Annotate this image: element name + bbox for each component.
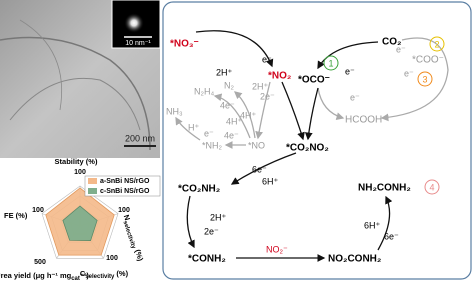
axis-label-tail: (%)	[114, 269, 128, 278]
step: 6e⁻	[384, 231, 399, 241]
legend-swatch	[88, 188, 97, 194]
axis-label-sub: selectivity	[85, 274, 115, 280]
step: e⁻	[396, 44, 406, 54]
scale-label: 200 nm	[125, 133, 155, 143]
legend-label: a-SnBi NS/rGO	[100, 178, 150, 185]
legend-swatch	[88, 178, 97, 184]
axis-max: 100	[32, 207, 44, 214]
species: N₂H₄	[194, 86, 214, 96]
axis-label-text: Urea yield (μg h⁻¹ mg	[0, 271, 72, 280]
step: e⁻	[345, 66, 355, 76]
step: 4H⁺	[226, 116, 243, 126]
axis-label: Cselectivity (%)	[80, 269, 129, 280]
axis-label-text: C	[80, 269, 86, 278]
axis-max: 100	[74, 169, 86, 176]
step: e⁻	[404, 68, 414, 78]
step: e⁻	[262, 54, 272, 64]
species: *OCO⁻	[298, 75, 330, 86]
species: CO₂	[382, 37, 401, 48]
marker: 4	[429, 182, 434, 192]
legend-box	[84, 175, 161, 197]
species: *CONH₂	[188, 254, 226, 265]
scheme: 1 2 3 4 *NO₃⁻ *NO₂ CO₂ *OCO⁻ *COO⁻ HCOOH…	[162, 1, 472, 280]
axis-label-sub: cat	[71, 276, 80, 282]
axis-label-text: N	[122, 214, 132, 222]
species: *NO₂	[268, 71, 291, 82]
species: *CO₂NO₂	[286, 143, 329, 154]
step: 2H⁺	[210, 212, 227, 222]
step: 6H⁺	[364, 220, 381, 230]
axis-label-text: FE (%)	[4, 211, 28, 220]
radar-grid	[41, 185, 119, 259]
species: N₂	[224, 80, 234, 90]
marker: 1	[328, 58, 333, 68]
step: e⁻	[350, 92, 360, 102]
inset-scale: 10 nm⁻¹	[125, 40, 151, 47]
species: *CO₂NH₂	[178, 184, 220, 195]
axis-max: 100	[106, 255, 118, 262]
axis-max: 100	[118, 207, 130, 214]
axis-max: 500	[34, 259, 46, 266]
step: e⁻	[204, 128, 214, 138]
step: 4e⁻	[220, 100, 235, 110]
axis-label-sub: selectivity	[122, 220, 137, 250]
species: *NO	[248, 140, 265, 150]
axis-label: Stability (%)	[55, 157, 98, 166]
species: HCOOH	[345, 115, 382, 126]
legend-label: c-SnBi NS/rGO	[100, 188, 150, 195]
axis-label-text: Stability (%)	[55, 157, 98, 166]
axis-label: Nselectivity (%)	[120, 214, 145, 264]
species: *NH₂	[202, 140, 223, 150]
species: *NO₃⁻	[170, 39, 199, 50]
radar-area	[62, 205, 98, 241]
species: NH₂CONH₂	[358, 183, 411, 194]
species: NH₃	[166, 106, 183, 116]
step: H⁺	[188, 122, 199, 132]
marker: 3	[422, 74, 427, 84]
step: 6e⁻	[252, 164, 267, 174]
axis-label-tail: ⁻¹)	[80, 271, 89, 280]
step: 2e⁻	[204, 226, 219, 236]
species: *COO⁻	[412, 55, 444, 66]
tem-image: 10 nm⁻¹ 200 nm	[0, 0, 161, 158]
step: 6H⁺	[262, 176, 279, 186]
axis-label-tail: (%)	[132, 246, 145, 262]
axis-label: Urea yield (μg h⁻¹ mgcat⁻¹)	[0, 271, 89, 282]
step: 4e⁻	[224, 130, 239, 140]
marker: 2	[434, 39, 439, 49]
step: 4H⁺	[240, 110, 257, 120]
species: NO₂CONH₂	[328, 254, 381, 265]
step: 2H⁺	[252, 81, 269, 91]
step: NO₂⁻	[266, 244, 288, 254]
axis-label: FE (%)	[4, 211, 28, 220]
step: 2H⁺	[216, 67, 233, 77]
step: 2e⁻	[260, 91, 275, 101]
